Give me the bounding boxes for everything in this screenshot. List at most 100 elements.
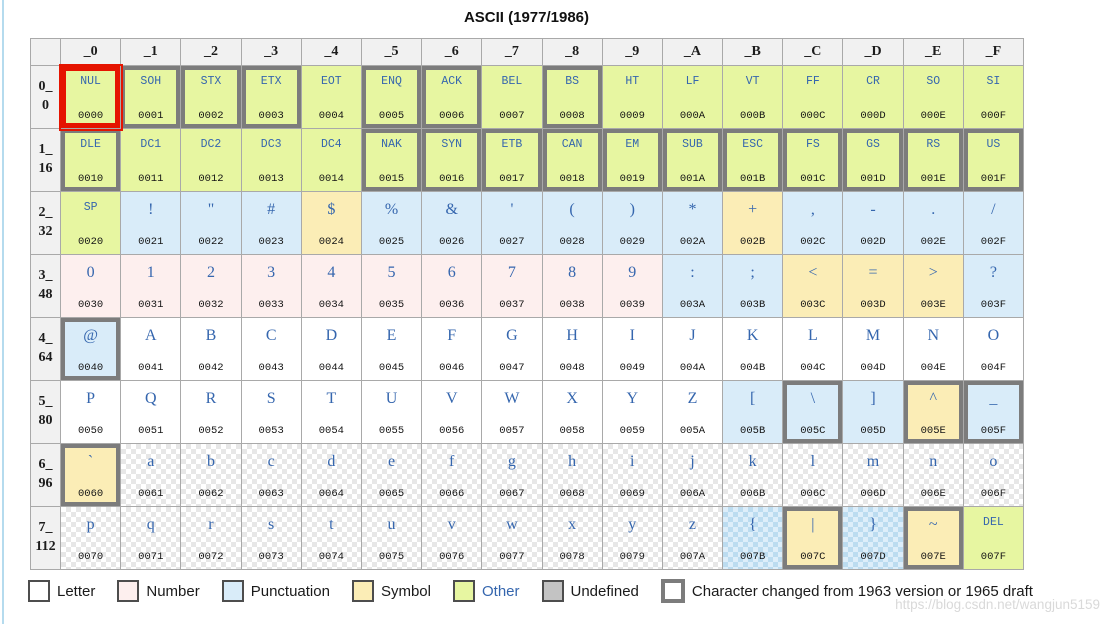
- legend-item-punct: Punctuation: [221, 580, 330, 602]
- col-header-1: _1: [121, 39, 182, 66]
- cell-0054: T 0054: [301, 381, 362, 444]
- cell-char: HT: [625, 75, 640, 88]
- cell-char: j: [690, 453, 695, 470]
- cell-hex: 0079: [619, 550, 645, 563]
- cell-hex: 0028: [559, 235, 585, 248]
- cell-char: SYN: [441, 138, 463, 151]
- cell-hex: 005D: [860, 424, 886, 437]
- col-header-E: _E: [903, 39, 964, 66]
- cell-000F: SI 000F: [963, 66, 1024, 129]
- cell-char: p: [86, 516, 95, 533]
- cell-002C: , 002C: [783, 192, 844, 255]
- cell-hex: 001D: [860, 172, 886, 185]
- col-header-4: _4: [301, 39, 362, 66]
- cell-003F: ? 003F: [963, 255, 1024, 318]
- cell-char: ': [510, 201, 514, 218]
- cell-hex: 006D: [860, 487, 886, 500]
- col-header-C: _C: [783, 39, 844, 66]
- cell-005E: ^ 005E: [903, 381, 964, 444]
- row-header-hi: 7_: [38, 520, 53, 536]
- cell-char: GS: [866, 138, 880, 151]
- cell-hex: 0005: [378, 109, 405, 122]
- cell-hex: 0044: [318, 361, 344, 374]
- legend: Letter Number Punctuation Symbol Other Undefi…: [28, 579, 1033, 603]
- cell-hex: 004D: [860, 361, 886, 374]
- cell-001C: FS 001C: [783, 129, 844, 192]
- cell-006E: n 006E: [903, 444, 964, 507]
- cell-002B: +002B: [723, 192, 784, 255]
- cell-hex: 0025: [378, 235, 405, 248]
- cell-0077: w 0077: [482, 507, 543, 570]
- cell-char: ,: [810, 201, 815, 218]
- legend-swatch-changed: [660, 579, 685, 603]
- cell-char: ]: [870, 390, 876, 407]
- cell-hex: 0073: [258, 550, 284, 563]
- cell-char: M: [865, 327, 881, 344]
- cell-0071: q 0071: [121, 507, 182, 570]
- cell-hex: 002B: [740, 235, 766, 248]
- corner-cell: [31, 39, 61, 66]
- cell-hex: 007C: [800, 550, 826, 563]
- cell-char: f: [449, 453, 455, 470]
- cell-0064: d 0064: [301, 444, 362, 507]
- cell-hex: 003C: [800, 298, 826, 311]
- cell-char: Q: [145, 390, 157, 407]
- legend-item-symbol: Symbol: [351, 580, 431, 602]
- watermark: https://blog.csdn.net/wangjun5159: [895, 597, 1100, 612]
- cell-hex: 0067: [499, 487, 525, 500]
- cell-char: v: [447, 516, 456, 533]
- cell-hex: 0039: [619, 298, 645, 311]
- cell-0008: BS 0008: [542, 66, 603, 129]
- cell-hex: 0012: [198, 172, 224, 185]
- cell-hex: 0042: [198, 361, 224, 374]
- page-left-border: [2, 0, 4, 624]
- cell-hex: 000D: [860, 109, 886, 122]
- cell-0025: % 0025: [361, 192, 423, 255]
- cell-hex: 0050: [77, 424, 104, 437]
- cell-char: STX: [200, 75, 222, 88]
- cell-hex: 0021: [138, 235, 164, 248]
- cell-0002: STX 0002: [181, 66, 242, 129]
- cell-char: t: [329, 516, 334, 533]
- cell-char: $: [327, 201, 336, 218]
- cell-0001: SOH 0001: [121, 66, 182, 129]
- cell-char: u: [387, 516, 396, 533]
- cell-hex: 0008: [559, 109, 585, 122]
- cell-006A: j 006A: [662, 444, 724, 507]
- cell-char: c: [267, 453, 275, 470]
- legend-swatch-undefined_swatch: [541, 580, 564, 602]
- cell-char: -: [870, 201, 876, 218]
- cell-0032: 2 0032: [181, 255, 242, 318]
- cell-007C: | 007C: [783, 507, 844, 570]
- cell-hex: 0055: [378, 424, 405, 437]
- cell-hex: 000B: [740, 109, 766, 122]
- cell-char: J: [689, 327, 696, 344]
- cell-char: NAK: [381, 138, 402, 151]
- cell-hex: 0054: [318, 424, 344, 437]
- col-header-8: _8: [542, 39, 603, 66]
- cell-0022: " 0022: [181, 192, 242, 255]
- cell-hex: 0024: [318, 235, 344, 248]
- cell-hex: 0003: [258, 109, 284, 122]
- cell-0056: V 0056: [422, 381, 483, 444]
- cell-char: \: [810, 390, 816, 407]
- cell-hex: 003B: [740, 298, 766, 311]
- cell-0012: DC2 0012: [181, 129, 242, 192]
- cell-000E: SO 000E: [903, 66, 964, 129]
- cell-004D: M 004D: [843, 318, 904, 381]
- cell-char: DEL: [983, 516, 1004, 529]
- cell-hex: 003A: [679, 298, 706, 311]
- cell-007A: z 007A: [662, 507, 724, 570]
- legend-item-number: Number: [117, 580, 200, 602]
- cell-hex: 0001: [138, 109, 164, 122]
- cell-char: C: [265, 327, 277, 344]
- cell-003B: ; 003B: [723, 255, 784, 318]
- legend-swatch-punct: [221, 580, 244, 602]
- cell-0060: ` 0060: [61, 444, 122, 507]
- cell-hex: 000F: [980, 109, 1007, 122]
- cell-char: i: [630, 453, 635, 470]
- cell-0042: B 0042: [181, 318, 242, 381]
- col-header-A: _A: [662, 39, 724, 66]
- cell-char: BS: [565, 75, 579, 88]
